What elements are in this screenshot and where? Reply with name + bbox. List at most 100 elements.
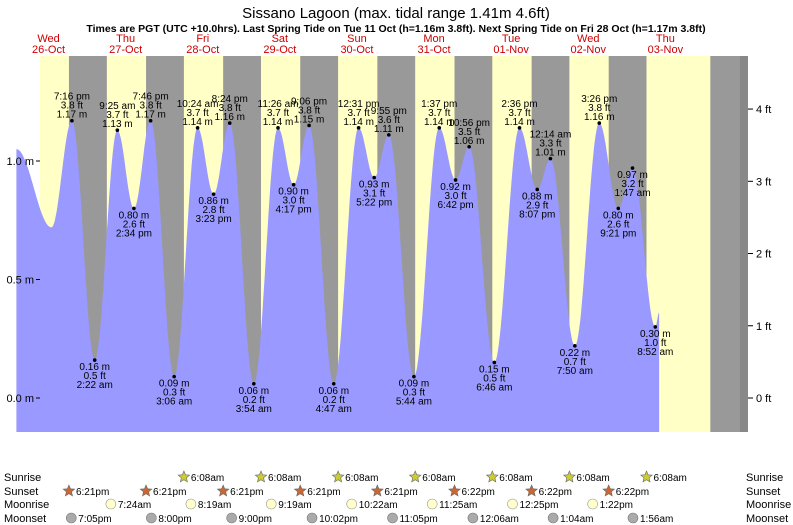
tide-time-label: 5:22 pm — [356, 198, 392, 209]
day-label-dow: Thu — [656, 33, 675, 45]
sunrise-row-label-left: Sunrise — [4, 472, 41, 484]
tide-height-m-label: 1.14 m — [182, 117, 213, 128]
tide-time-label: 12:14 am — [530, 130, 572, 141]
moonrise-time: 7:24am — [118, 500, 151, 511]
sunrise-time: 6:08am — [268, 473, 301, 484]
tide-height-ft-label: 0.3 ft — [403, 388, 425, 399]
tide-height-ft-label: 3.0 ft — [444, 191, 466, 202]
tide-height-ft-label: 2.8 ft — [202, 205, 224, 216]
axes: 0.0 m 0.5 m 1.0 m 0 ft 1 ft 2 ft 3 ft 4 ft — [6, 104, 771, 405]
tide-height-ft-label: 2.6 ft — [123, 219, 145, 230]
tide-time-label: 8:24 pm — [212, 94, 248, 105]
tide-time-label: 9:06 pm — [291, 96, 327, 107]
tide-height-ft-label: 3.8 ft — [219, 103, 241, 114]
moonrise-row-label-left: Moonrise — [4, 499, 49, 511]
sunrise-row-label-right: Sunrise — [746, 472, 783, 484]
tide-time-label: 5:44 am — [396, 397, 432, 408]
moonset-time: 12:06am — [480, 514, 519, 525]
tide-height-m-label: 0.16 m — [79, 362, 110, 373]
sunrise-icon — [640, 470, 653, 483]
moonset-row-label-right: Moonset — [746, 513, 788, 525]
sunrise-icon — [408, 470, 422, 483]
tide-height-m-label: 1.13 m — [102, 119, 133, 130]
day-label-date: 28-Oct — [186, 44, 219, 56]
moonset-icon — [627, 512, 639, 524]
tide-point — [276, 126, 280, 130]
tide-height-ft-label: 3.7 ft — [428, 108, 450, 119]
tide-height-ft-label: 3.2 ft — [621, 179, 643, 190]
day-label-date: 01-Nov — [493, 44, 529, 56]
tide-time-label: 7:46 pm — [133, 92, 169, 103]
tide-time-label: 10:56 pm — [448, 118, 490, 129]
moonrise-icon — [185, 498, 197, 510]
moonset-row-label-left: Moonset — [4, 513, 46, 525]
moonset-icon — [547, 512, 559, 524]
moonrise-icon — [105, 498, 117, 510]
day-label-dow: Sun — [347, 33, 367, 45]
tide-time-label: 9:55 pm — [371, 106, 407, 117]
moonset-icon — [306, 512, 318, 524]
tide-point — [437, 126, 442, 130]
sunrise-icon — [485, 470, 499, 483]
tide-height-ft-label: 3.7 ft — [347, 108, 369, 119]
tide-point — [211, 192, 216, 196]
tide-point — [517, 126, 522, 130]
tide-height-m-label: 0.92 m — [440, 182, 471, 193]
tide-time-label: 3:06 am — [156, 397, 192, 408]
tide-height-ft-label: 3.8 ft — [588, 103, 610, 114]
day-label-dow: Fri — [196, 33, 209, 45]
sunrise-time: 6:08am — [576, 473, 609, 484]
tide-height-ft-label: 0.2 ft — [243, 395, 265, 406]
moonset-time: 11:05pm — [400, 514, 438, 525]
y-tick-label-m: 0.5 m — [6, 275, 34, 287]
day-label-date: 27-Oct — [109, 44, 142, 56]
tide-time-label: 7:50 am — [557, 366, 593, 377]
tide-point — [387, 133, 391, 137]
tide-point — [307, 123, 311, 128]
tide-point — [331, 381, 336, 386]
tide-point — [492, 360, 497, 365]
tide-height-m-label: 1.16 m — [214, 112, 245, 123]
day-label-dow: Wed — [37, 33, 59, 45]
tide-height-ft-label: 3.7 ft — [106, 110, 128, 121]
day-label-dow: Mon — [423, 33, 444, 45]
day-label-date: 30-Oct — [340, 44, 373, 56]
moonrise-time: 12:25pm — [519, 500, 558, 511]
tide-height-m-label: 1.14 m — [343, 117, 374, 128]
tide-height-m-label: 0.22 m — [560, 348, 591, 359]
moonset-icon — [65, 512, 77, 524]
tide-height-ft-label: 3.5 ft — [458, 127, 480, 138]
moonrise-row-label-right: Moonrise — [746, 499, 791, 511]
moonset-time: 1:04am — [560, 514, 593, 525]
tide-height-m-label: 1.11 m — [374, 124, 404, 135]
tide-point — [573, 344, 577, 348]
tide-point — [70, 118, 74, 123]
sunset-icon — [139, 484, 153, 497]
tide-height-m-label: 1.14 m — [424, 117, 455, 128]
tide-point — [356, 126, 361, 130]
tide-point — [653, 325, 658, 329]
tide-height-ft-label: 3.0 ft — [282, 196, 304, 207]
sunset-time: 6:21pm — [307, 487, 340, 498]
tide-time-label: 9:21 pm — [600, 228, 636, 239]
moonset-time: 1:56am — [640, 514, 673, 525]
tide-time-label: 1:37 pm — [421, 99, 457, 110]
tide-height-ft-label: 2.6 ft — [607, 219, 629, 230]
tide-height-m-label: 1.16 m — [584, 112, 615, 123]
tide-point — [467, 144, 471, 149]
moonrise-time: 9:19am — [278, 500, 311, 511]
sunset-time: 6:22pm — [616, 487, 649, 498]
sunset-time: 6:21pm — [76, 487, 109, 498]
tide-point — [172, 374, 176, 379]
tide-height-m-label: 0.09 m — [159, 379, 190, 390]
tide-point — [195, 126, 200, 130]
moonrise-time: 1:22pm — [600, 500, 633, 511]
sunset-icon — [525, 484, 539, 497]
tide-height-ft-label: 2.9 ft — [526, 200, 548, 211]
right-margin — [740, 56, 748, 432]
tide-height-m-label: 0.97 m — [617, 170, 648, 181]
moonset-icon — [467, 512, 479, 524]
sunrise-icon — [177, 470, 191, 483]
tide-height-m-label: 1.01 m — [535, 148, 566, 159]
